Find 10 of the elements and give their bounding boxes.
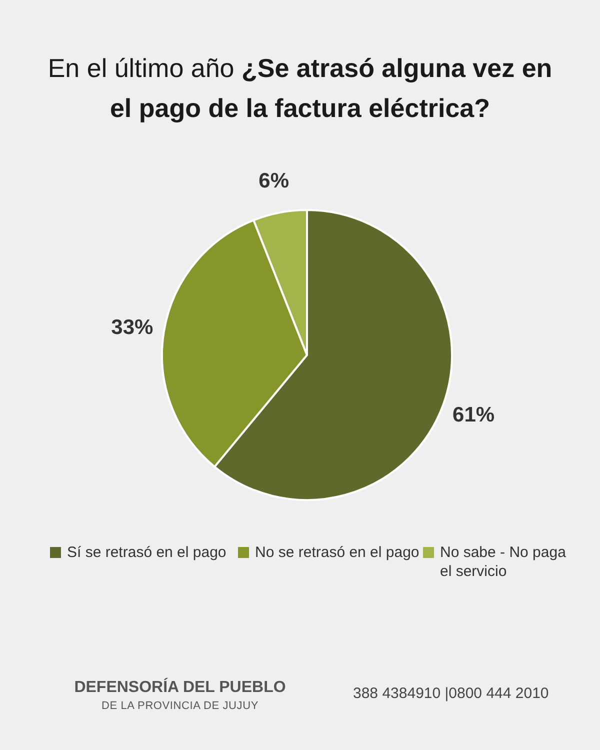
- text: 388 4384910 |0800 444 2010: [353, 685, 549, 702]
- legend-label: No se retrasó en el pago: [255, 543, 420, 562]
- text: DEFENSORÍA DEL PUEBLO: [73, 678, 287, 698]
- data-label: 33%: [111, 316, 154, 339]
- data-label: 61%: [452, 403, 495, 426]
- legend-label: Sí se retrasó en el pago: [67, 543, 226, 562]
- data-label: 6%: [258, 170, 290, 193]
- text: DE LA PROVINCIA DE JUJUY: [100, 699, 260, 714]
- legend-label: No sabe - No paga el servicio: [440, 543, 567, 581]
- chart-title: En el último año ¿Se atrasó alguna vez en el pago de la factura eléctrica?: [48, 53, 552, 123]
